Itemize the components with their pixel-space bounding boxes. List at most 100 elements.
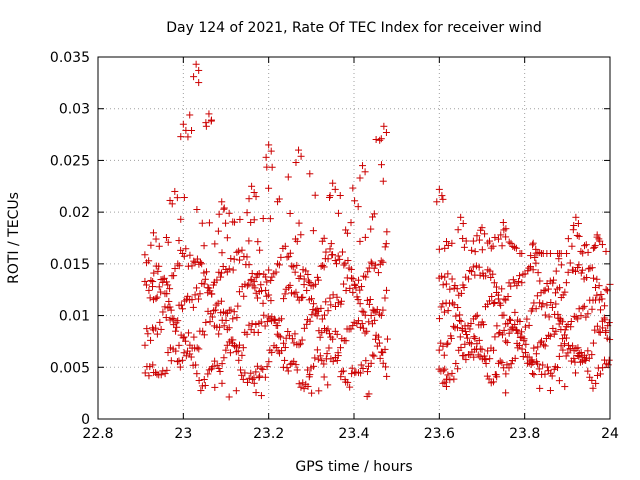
data-point (511, 320, 519, 328)
data-point (342, 287, 350, 295)
data-point (257, 318, 265, 326)
chart-title: Day 124 of 2021, Rate Of TEC Index for r… (166, 20, 541, 36)
data-point (205, 110, 213, 118)
data-point (500, 311, 508, 319)
data-point (146, 294, 154, 302)
data-point (549, 279, 557, 287)
data-point (361, 329, 369, 337)
data-point (210, 307, 218, 315)
y-tick-label: 0.035 (50, 50, 90, 66)
data-point (222, 316, 230, 324)
data-point (174, 317, 182, 325)
data-point (164, 238, 172, 246)
data-point (299, 379, 307, 387)
data-point (324, 255, 332, 263)
data-point (261, 373, 269, 381)
data-point (257, 392, 265, 400)
data-point (198, 219, 206, 227)
data-point (596, 370, 604, 378)
data-point (173, 323, 181, 331)
data-point (525, 353, 533, 361)
data-point (195, 345, 203, 353)
data-point (441, 365, 449, 373)
data-point (211, 357, 219, 365)
data-point (331, 257, 339, 265)
data-point (467, 320, 475, 328)
data-point (435, 346, 443, 354)
y-tick-label: 0.03 (59, 102, 90, 118)
data-point (159, 308, 167, 316)
data-point (208, 290, 216, 298)
data-point (593, 371, 601, 379)
data-point (179, 120, 187, 128)
data-point (356, 323, 364, 331)
data-point (180, 252, 188, 260)
data-point (552, 267, 560, 275)
data-point (161, 370, 169, 378)
data-point (379, 359, 387, 367)
data-point (254, 238, 262, 246)
data-point (454, 226, 462, 234)
data-point (444, 371, 452, 379)
data-point (511, 243, 519, 251)
data-point (359, 162, 367, 170)
data-point (286, 249, 294, 257)
data-point (211, 306, 219, 314)
data-point (245, 321, 253, 329)
data-point (480, 321, 488, 329)
data-point (535, 365, 543, 373)
data-point (143, 325, 151, 333)
data-point (383, 372, 391, 380)
data-point (191, 291, 199, 299)
data-point (275, 261, 283, 269)
data-point (293, 261, 301, 269)
data-point (329, 179, 337, 187)
x-tick-label: 23.6 (424, 426, 455, 442)
data-point (167, 306, 175, 314)
data-point (308, 311, 316, 319)
data-point (218, 379, 226, 387)
data-point (159, 275, 167, 283)
data-point (358, 307, 366, 315)
data-point (446, 376, 454, 384)
data-point (435, 245, 443, 253)
data-point (572, 213, 580, 221)
data-point (146, 363, 154, 371)
data-point (215, 330, 223, 338)
data-point (494, 235, 502, 243)
data-point (602, 247, 610, 255)
data-point (304, 271, 312, 279)
data-point (443, 238, 451, 246)
data-point (534, 360, 542, 368)
data-point (326, 330, 334, 338)
data-point (239, 375, 247, 383)
data-point (605, 319, 613, 327)
data-point (562, 352, 570, 360)
data-point (573, 231, 581, 239)
data-point (268, 163, 276, 171)
data-point (381, 294, 389, 302)
data-point (367, 311, 375, 319)
data-point (515, 341, 523, 349)
data-point (516, 272, 524, 280)
data-point (555, 255, 563, 263)
data-point (457, 289, 465, 297)
data-point (274, 322, 282, 330)
data-point (362, 273, 370, 281)
axis-ticks: 22.8 23 23.2 23.4 23.6 23.8 24 0 0.005 0.01 0.015 0… (50, 50, 619, 442)
data-point (588, 305, 596, 313)
data-point (356, 286, 364, 294)
data-point (253, 362, 261, 370)
data-point (585, 354, 593, 362)
data-point (141, 341, 149, 349)
data-point (339, 367, 347, 375)
data-point (248, 182, 256, 190)
data-point (448, 369, 456, 377)
data-point (145, 372, 153, 380)
data-point (522, 340, 530, 348)
data-point (530, 344, 538, 352)
data-point (193, 370, 201, 378)
data-point (143, 281, 151, 289)
data-point (541, 286, 549, 294)
data-point (165, 297, 173, 305)
